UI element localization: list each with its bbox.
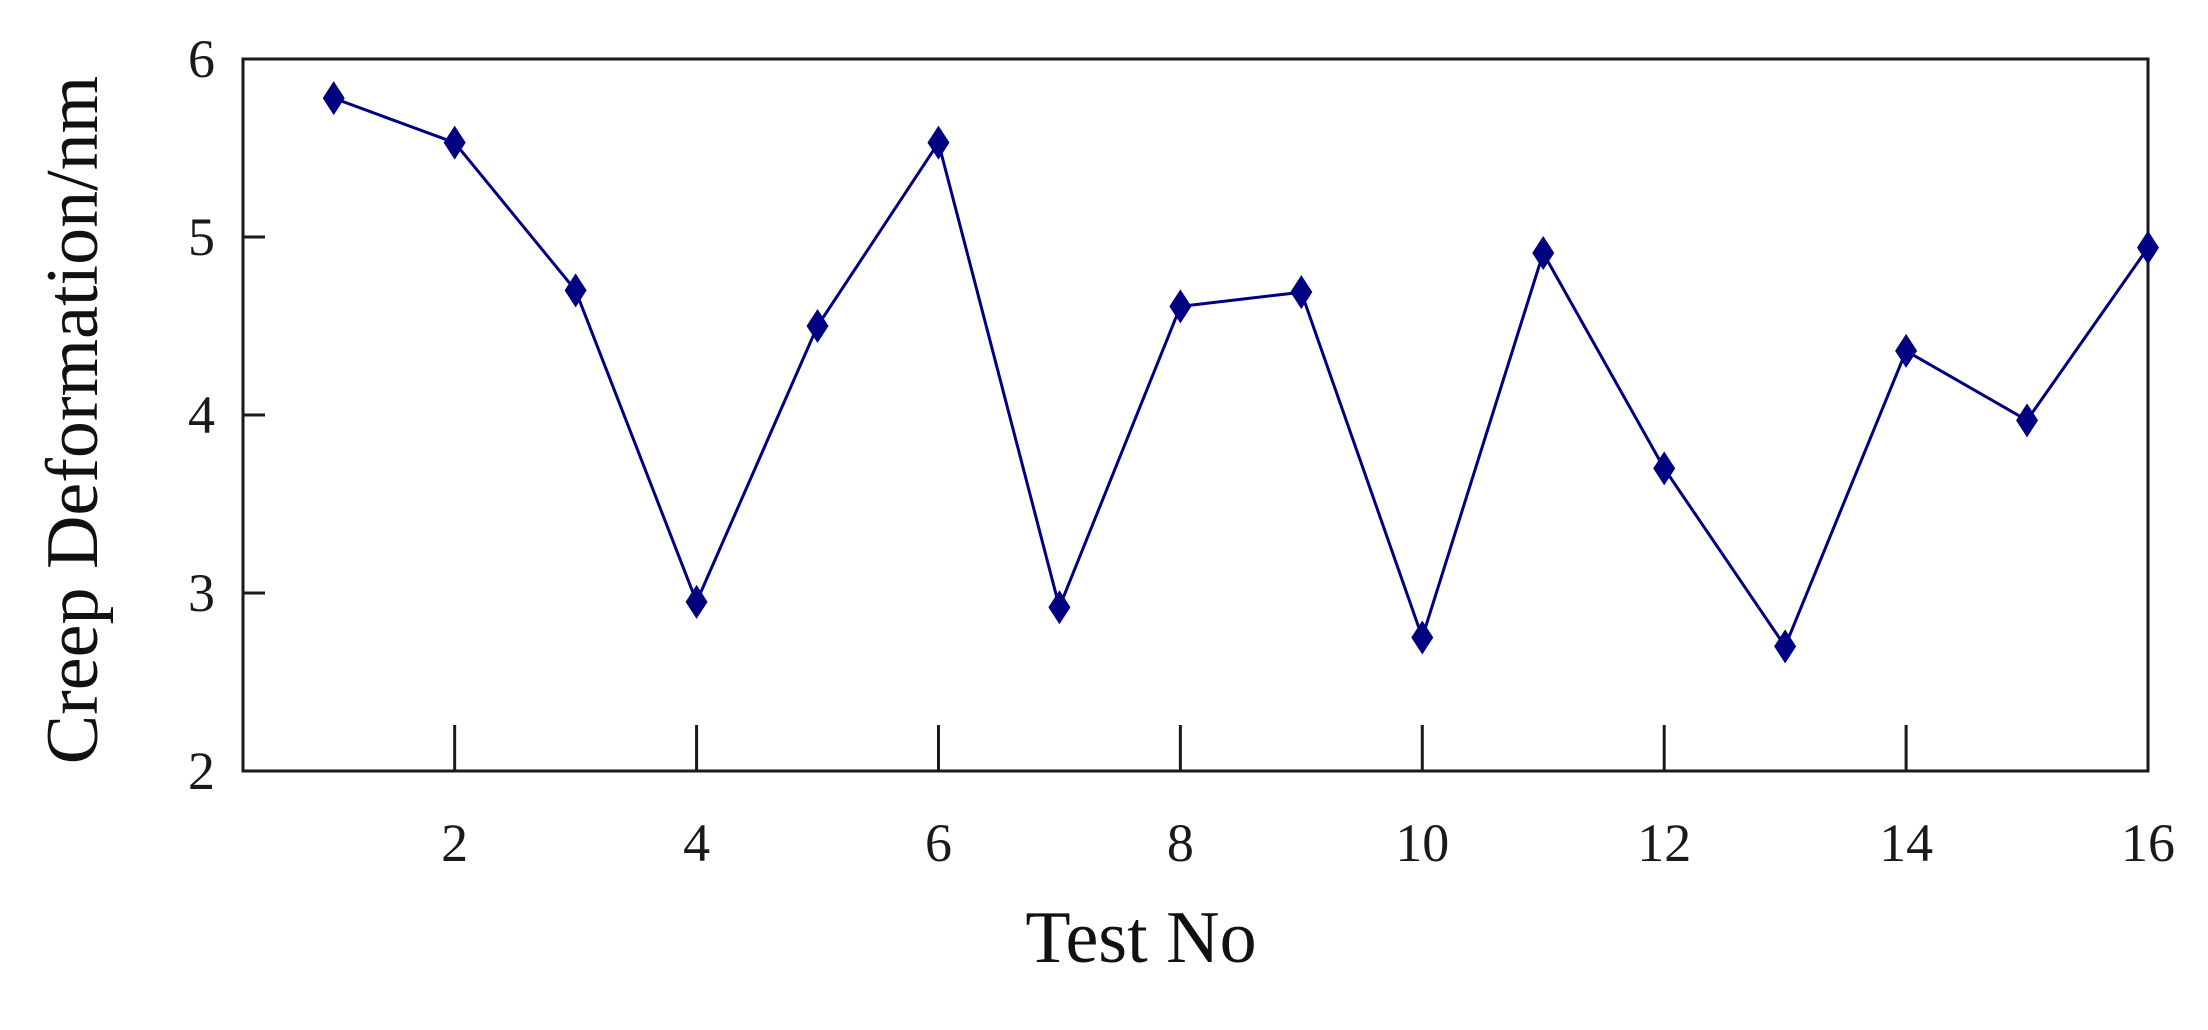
y-axis-title: Creep Deformation/nm: [32, 76, 114, 764]
x-tick-label-4: 4: [683, 813, 710, 873]
x-tick-label-14: 14: [1879, 813, 1933, 873]
x-tick-label-10: 10: [1395, 813, 1449, 873]
data-point-12: [1653, 451, 1676, 486]
x-axis-title: Test No: [1025, 897, 1256, 979]
plot-frame: [241, 57, 2150, 773]
y-tick-label-2: 2: [188, 741, 215, 801]
x-tick-label-8: 8: [1167, 813, 1194, 873]
axis-ticks: [243, 57, 2150, 773]
data-point-9: [1290, 275, 1313, 310]
data-point-3: [564, 273, 587, 308]
x-tick-label-12: 12: [1637, 813, 1691, 873]
data-point-15: [2016, 403, 2039, 438]
tick-labels: 2 3 4 5 6 2 4 6 8 10 12 14 16: [188, 29, 2175, 873]
y-tick-label-4: 4: [188, 385, 215, 445]
data-point-1: [322, 81, 345, 116]
data-point-5: [806, 309, 829, 343]
data-point-7: [1048, 590, 1071, 625]
data-point-11: [1532, 236, 1555, 271]
y-tick-label-5: 5: [188, 207, 215, 267]
data-point-2: [443, 125, 466, 160]
data-point-13: [1774, 629, 1797, 664]
data-point-16: [2137, 230, 2159, 265]
y-tick-label-6: 6: [188, 29, 215, 89]
series-line-0: [333, 96, 2150, 648]
data-point-4: [685, 584, 708, 619]
data-point-14: [1895, 333, 1918, 368]
data-point-10: [1411, 620, 1434, 655]
data-point-6: [927, 125, 950, 160]
y-tick-label-3: 3: [188, 563, 215, 623]
x-tick-label-2: 2: [441, 813, 468, 873]
x-tick-label-16: 16: [2121, 813, 2175, 873]
plot-area: [241, 57, 2150, 773]
x-tick-label-6: 6: [925, 813, 952, 873]
data-point-8: [1169, 289, 1192, 324]
data-series: [322, 81, 2159, 664]
